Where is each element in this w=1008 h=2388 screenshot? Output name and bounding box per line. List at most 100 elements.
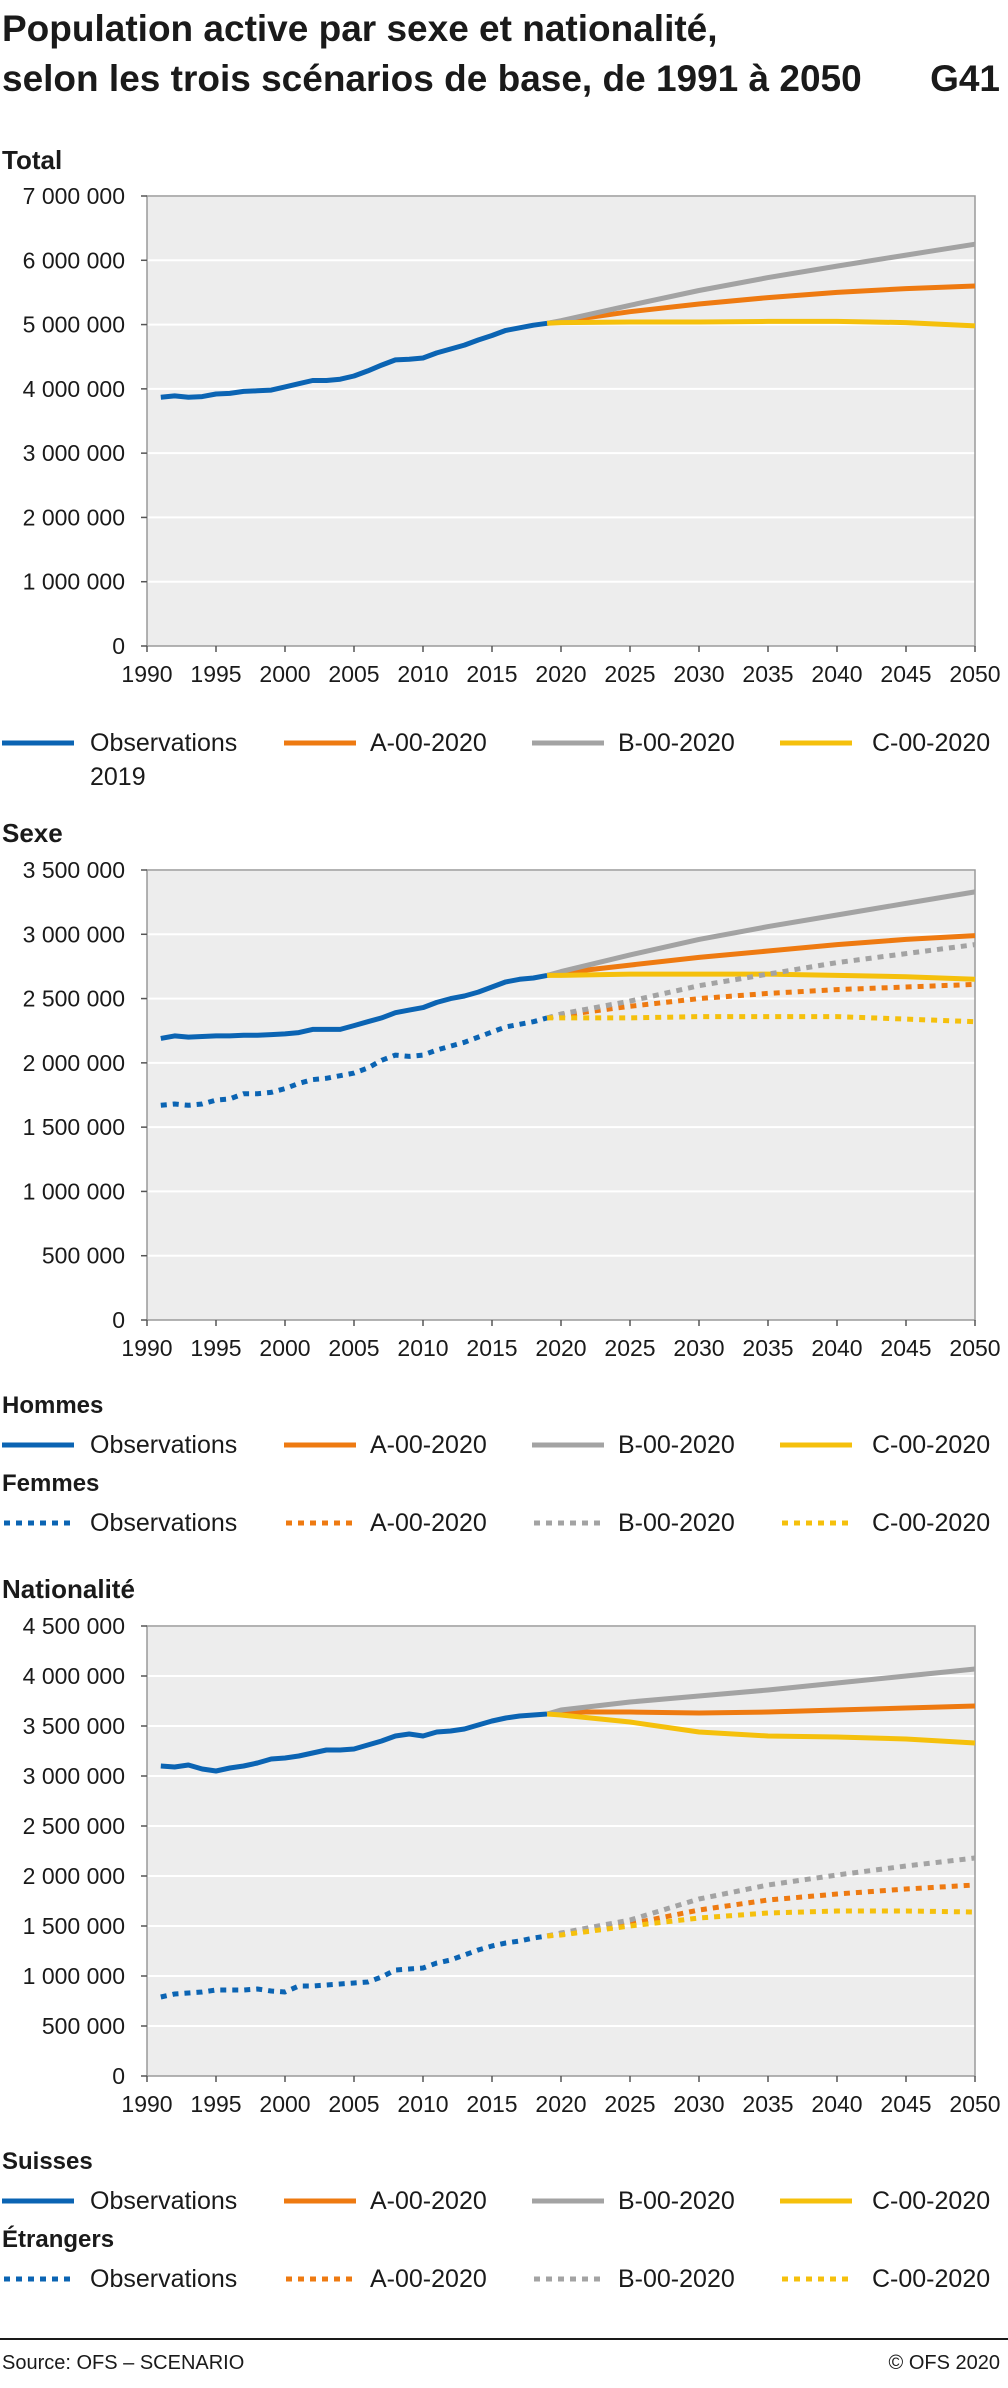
legend-label-hommes-observations: Observations	[90, 1431, 238, 1459]
x-tick-label: 2020	[535, 2091, 586, 2117]
chart-nationalite: 0 500 000 1 000 000 1 500 000 2 000 000 2 500…	[23, 1613, 1001, 2117]
legend-swatch-a	[284, 740, 356, 746]
y-tick-label: 5 000 000	[23, 312, 125, 338]
x-tick-label: 2050	[949, 2091, 1000, 2117]
legend-swatch-etrangers-observations	[4, 2276, 74, 2282]
y-tick-label: 1 000 000	[23, 1178, 125, 1204]
x-tick-label: 1995	[190, 661, 241, 687]
y-tick-label: 4 000 000	[23, 376, 125, 402]
legend-swatch-hommes-observations	[2, 1442, 74, 1448]
copyright-note: © OFS 2020	[888, 2352, 1000, 2374]
legend-group-suisses: Suisses	[2, 2148, 93, 2175]
x-tick-label: 2000	[259, 661, 310, 687]
y-tick-label: 2 500 000	[23, 986, 125, 1012]
series-line-hommes-c-00-2020	[547, 971, 976, 982]
legend-group-etrangers: Étrangers	[2, 2226, 115, 2253]
x-tick-label: 2035	[742, 2091, 793, 2117]
y-tick-label: 3 500 000	[23, 1713, 125, 1739]
legend-sexe-femmes: Observations A-00-2020 B-00-2020 C-00-20…	[0, 1506, 1008, 1540]
x-tick-label: 2020	[535, 1335, 586, 1361]
legend-swatch-etrangers-a	[286, 2276, 356, 2282]
legend-swatch-suisses-b	[532, 2198, 604, 2204]
legend-label-suisses-a: A-00-2020	[370, 2187, 487, 2215]
y-tick-label: 0	[112, 2063, 125, 2089]
legend-label-b: B-00-2020	[618, 729, 735, 757]
y-tick-label: 3 000 000	[23, 1763, 125, 1789]
legend-label-femmes-a: A-00-2020	[370, 1509, 487, 1537]
y-tick-label: 6 000 000	[23, 247, 125, 273]
x-tick-label: 2020	[535, 661, 586, 687]
y-tick-label: 2 000 000	[23, 504, 125, 530]
series-line-c-00-2020	[547, 318, 976, 329]
x-tick-label: 2005	[328, 1335, 379, 1361]
chart-total: 0 1 000 000 2 000 000 3 000 000 4 000 000 5 0…	[23, 183, 1001, 687]
x-tick-label: 2040	[811, 2091, 862, 2117]
y-tick-label: 2 000 000	[23, 1863, 125, 1889]
series-line-hommes-observations	[160, 972, 548, 1041]
series-line-b-00-2020	[546, 241, 976, 326]
series-line-suisses-observations	[160, 1711, 548, 1774]
series-line-etrangers-c-00-2020	[547, 1908, 976, 1939]
footer-divider	[0, 2338, 1008, 2340]
chart-code: G41	[930, 58, 1000, 99]
legend-label-etrangers-b: B-00-2020	[618, 2265, 735, 2293]
x-tick-label: 2000	[259, 1335, 310, 1361]
x-tick-label: 2025	[604, 2091, 655, 2117]
source-note: Source: OFS – SCENARIO	[2, 2352, 245, 2374]
series-line-hommes-a-00-2020	[546, 933, 976, 978]
legend-label-femmes-b: B-00-2020	[618, 1509, 735, 1537]
series-line-observations-2019	[160, 320, 548, 400]
x-tick-label: 2025	[604, 661, 655, 687]
panel-title-nationalite: Nationalité	[2, 1574, 135, 1604]
legend-swatch-etrangers-c	[782, 2276, 852, 2282]
y-tick-label: 3 000 000	[23, 921, 125, 947]
x-tick-label: 2015	[466, 661, 517, 687]
title-line-1: Population active par sexe et nationalit…	[2, 8, 718, 49]
legend-nationalite-etrangers: Observations A-00-2020 B-00-2020 C-00-20…	[0, 2262, 1008, 2296]
y-tick-label: 1 000 000	[23, 569, 125, 595]
legend-total: Observations 2019 A-00-2020 B-00-2020 C-…	[0, 726, 1008, 791]
x-tick-label: 2035	[742, 1335, 793, 1361]
panel-title-total: Total	[2, 145, 63, 175]
x-tick-label: 2030	[673, 661, 724, 687]
x-tick-label: 2010	[397, 2091, 448, 2117]
y-tick-label: 2 500 000	[23, 1813, 125, 1839]
legend-sexe-hommes: Observations A-00-2020 B-00-2020 C-00-20…	[0, 1428, 1008, 1462]
plot-area	[147, 196, 975, 646]
x-tick-label: 2015	[466, 2091, 517, 2117]
x-tick-label: 2015	[466, 1335, 517, 1361]
legend-label-a: A-00-2020	[370, 729, 487, 757]
y-tick-label: 4 000 000	[23, 1663, 125, 1689]
x-tick-label: 1995	[190, 2091, 241, 2117]
legend-swatch-suisses-c	[780, 2198, 852, 2204]
plot-area	[147, 870, 975, 1320]
y-tick-label: 2 000 000	[23, 1050, 125, 1076]
x-tick-label: 2035	[742, 661, 793, 687]
y-tick-label: 1 500 000	[23, 1913, 125, 1939]
title-line-2: selon les trois scénarios de base, de 19…	[2, 58, 862, 99]
y-tick-label: 4 500 000	[23, 1613, 125, 1639]
series-line-suisses-a-00-2020	[546, 1703, 976, 1717]
legend-swatch-hommes-a	[284, 1442, 356, 1448]
legend-swatch-observations	[2, 740, 74, 746]
x-tick-label: 2050	[949, 661, 1000, 687]
legend-label-suisses-b: B-00-2020	[618, 2187, 735, 2215]
legend-label-femmes-observations: Observations	[90, 1509, 238, 1537]
x-tick-label: 2040	[811, 661, 862, 687]
legend-swatch-c	[780, 740, 852, 746]
y-tick-label: 0	[112, 1307, 125, 1333]
plot-area	[147, 1626, 975, 2076]
legend-label-femmes-c: C-00-2020	[872, 1509, 991, 1537]
series-line-suisses-b-00-2020	[546, 1666, 976, 1717]
legend-swatch-suisses-observations	[2, 2198, 74, 2204]
x-tick-label: 2045	[880, 2091, 931, 2117]
legend-label-observations-year: 2019	[90, 763, 146, 791]
x-tick-label: 1990	[121, 1335, 172, 1361]
x-tick-label: 2010	[397, 661, 448, 687]
legend-label-c: C-00-2020	[872, 729, 991, 757]
legend-swatch-femmes-b	[534, 1520, 604, 1526]
x-tick-label: 2005	[328, 661, 379, 687]
chart-title: Population active par sexe et nationalit…	[2, 4, 1002, 104]
series-line-etrangers-observations	[160, 1933, 548, 2000]
legend-nationalite-suisses: Observations A-00-2020 B-00-2020 C-00-20…	[0, 2184, 1008, 2218]
